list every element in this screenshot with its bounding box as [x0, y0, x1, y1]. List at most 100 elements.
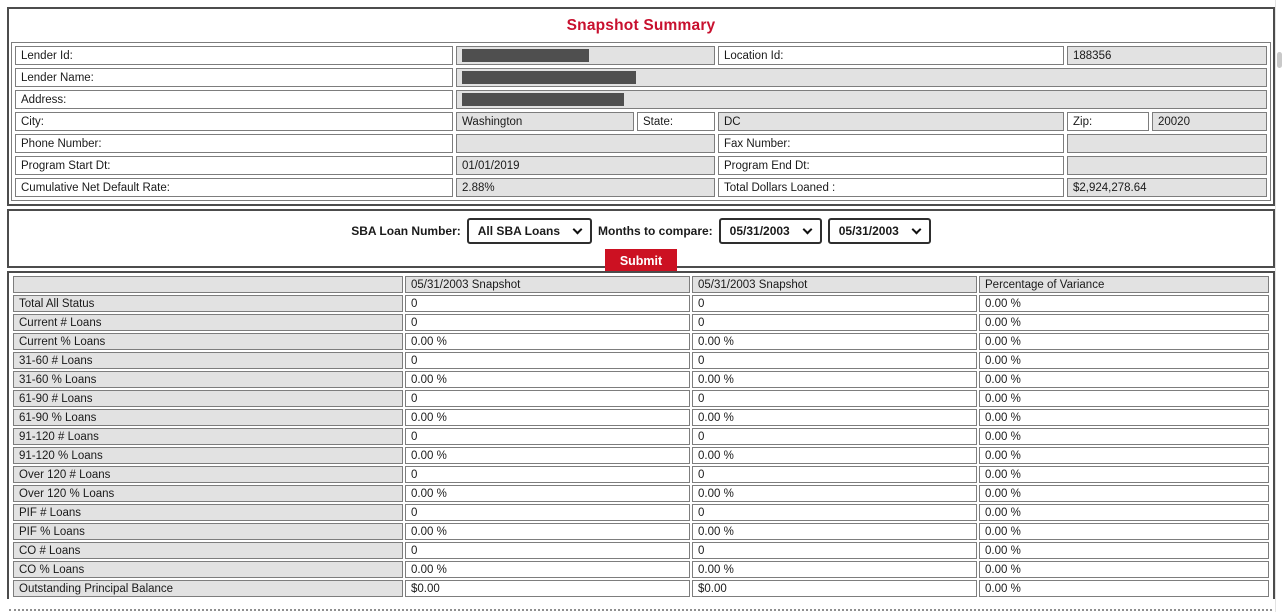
- table-row: Current % Loans 0.00 % 0.00 % 0.00 %: [13, 333, 1269, 350]
- row-label: Current % Loans: [13, 333, 403, 350]
- clipped-row-edge: [9, 609, 1272, 611]
- table-row: Phone Number: Fax Number:: [15, 134, 1267, 153]
- row-label: Current # Loans: [13, 314, 403, 331]
- address-label: Address:: [15, 90, 453, 109]
- cell-value: 0: [405, 428, 690, 445]
- cell-value: 0.00 %: [979, 542, 1269, 559]
- cell-value: 0: [405, 314, 690, 331]
- row-label: Outstanding Principal Balance: [13, 580, 403, 597]
- compare-from-select[interactable]: 05/31/2003: [718, 218, 822, 244]
- cumulative-net-default-rate-value: 2.88%: [456, 178, 715, 197]
- lender-info-table: Lender Id: Location Id: 188356 Lender Na…: [11, 42, 1271, 201]
- fax-value: [1067, 134, 1267, 153]
- lender-id-label: Lender Id:: [15, 46, 453, 65]
- cell-value: 0: [692, 352, 977, 369]
- header-blank: [13, 276, 403, 293]
- table-row: CO # Loans 0 0 0.00 %: [13, 542, 1269, 559]
- header-snapshot-1: 05/31/2003 Snapshot: [405, 276, 690, 293]
- row-label: PIF # Loans: [13, 504, 403, 521]
- cell-value: 0: [405, 352, 690, 369]
- header-percentage-of-variance: Percentage of Variance: [979, 276, 1269, 293]
- redacted-value: [462, 93, 624, 106]
- table-row: 31-60 # Loans 0 0 0.00 %: [13, 352, 1269, 369]
- row-label: 61-90 % Loans: [13, 409, 403, 426]
- cell-value: $0.00: [692, 580, 977, 597]
- row-label: PIF % Loans: [13, 523, 403, 540]
- table-row: 61-90 % Loans 0.00 % 0.00 % 0.00 %: [13, 409, 1269, 426]
- cell-value: 0.00 %: [692, 485, 977, 502]
- row-label: Over 120 # Loans: [13, 466, 403, 483]
- table-header-row: 05/31/2003 Snapshot 05/31/2003 Snapshot …: [13, 276, 1269, 293]
- city-label: City:: [15, 112, 453, 131]
- compare-to-value: 05/31/2003: [838, 224, 899, 238]
- program-start-value: 01/01/2019: [456, 156, 715, 175]
- cell-value: 0.00 %: [692, 371, 977, 388]
- table-row: PIF # Loans 0 0 0.00 %: [13, 504, 1269, 521]
- total-dollars-loaned-label: Total Dollars Loaned :: [718, 178, 1064, 197]
- table-row: Program Start Dt: 01/01/2019 Program End…: [15, 156, 1267, 175]
- cell-value: 0.00 %: [979, 561, 1269, 578]
- cell-value: 0.00 %: [405, 447, 690, 464]
- row-label: 31-60 # Loans: [13, 352, 403, 369]
- filter-panel: SBA Loan Number: All SBA Loans Months to…: [7, 209, 1275, 273]
- row-label: 91-120 # Loans: [13, 428, 403, 445]
- chevron-down-icon: [911, 224, 922, 234]
- cumulative-net-default-rate-label: Cumulative Net Default Rate:: [15, 178, 453, 197]
- table-row: Lender Name:: [15, 68, 1267, 87]
- cell-value: 0: [692, 428, 977, 445]
- lender-info-panel: Snapshot Summary Lender Id: Location Id:…: [7, 7, 1275, 206]
- title-bar: Snapshot Summary: [9, 9, 1273, 42]
- cell-value: 0.00 %: [979, 466, 1269, 483]
- cell-value: 0.00 %: [692, 333, 977, 350]
- cell-value: 0.00 %: [692, 447, 977, 464]
- snapshot-table: 05/31/2003 Snapshot 05/31/2003 Snapshot …: [11, 274, 1271, 599]
- scrollbar-thumb[interactable]: [1277, 52, 1282, 68]
- location-id-label: Location Id:: [718, 46, 1064, 65]
- cell-value: 0.00 %: [979, 485, 1269, 502]
- table-row: 61-90 # Loans 0 0 0.00 %: [13, 390, 1269, 407]
- zip-value: 20020: [1152, 112, 1267, 131]
- cell-value: 0: [405, 504, 690, 521]
- cell-value: 0: [405, 295, 690, 312]
- submit-button[interactable]: Submit: [604, 249, 678, 273]
- cell-value: 0.00 %: [979, 371, 1269, 388]
- vertical-scrollbar[interactable]: [1275, 0, 1283, 612]
- program-end-label: Program End Dt:: [718, 156, 1064, 175]
- row-label: CO % Loans: [13, 561, 403, 578]
- row-label: Total All Status: [13, 295, 403, 312]
- sba-loan-select[interactable]: All SBA Loans: [466, 218, 592, 244]
- cell-value: 0.00 %: [979, 428, 1269, 445]
- cell-value: 0.00 %: [979, 352, 1269, 369]
- cell-value: 0.00 %: [979, 523, 1269, 540]
- cell-value: 0.00 %: [979, 409, 1269, 426]
- row-label: CO # Loans: [13, 542, 403, 559]
- program-end-value: [1067, 156, 1267, 175]
- cell-value: 0.00 %: [979, 390, 1269, 407]
- page-title: Snapshot Summary: [566, 16, 716, 34]
- city-value: Washington: [456, 112, 634, 131]
- total-dollars-loaned-value: $2,924,278.64: [1067, 178, 1267, 197]
- table-row: Current # Loans 0 0 0.00 %: [13, 314, 1269, 331]
- cell-value: 0: [692, 542, 977, 559]
- table-row: Lender Id: Location Id: 188356: [15, 46, 1267, 65]
- cell-value: 0: [692, 314, 977, 331]
- state-label: State:: [637, 112, 715, 131]
- phone-label: Phone Number:: [15, 134, 453, 153]
- lender-name-label: Lender Name:: [15, 68, 453, 87]
- compare-to-select[interactable]: 05/31/2003: [827, 218, 931, 244]
- cell-value: 0.00 %: [405, 523, 690, 540]
- cell-value: 0.00 %: [979, 295, 1269, 312]
- lender-id-value: [456, 46, 715, 65]
- cell-value: 0.00 %: [979, 447, 1269, 464]
- location-id-value: 188356: [1067, 46, 1267, 65]
- row-label: 91-120 % Loans: [13, 447, 403, 464]
- chevron-down-icon: [572, 224, 583, 234]
- months-to-compare-label: Months to compare:: [598, 224, 713, 238]
- table-row: Address:: [15, 90, 1267, 109]
- zip-label: Zip:: [1067, 112, 1149, 131]
- cell-value: 0.00 %: [405, 333, 690, 350]
- lender-name-value: [456, 68, 1267, 87]
- cell-value: 0: [405, 542, 690, 559]
- cell-value: 0.00 %: [692, 409, 977, 426]
